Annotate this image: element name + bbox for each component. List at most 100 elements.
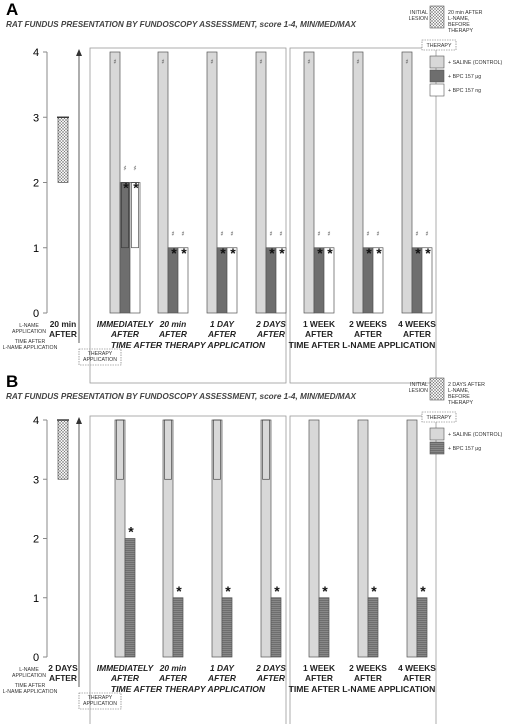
category-label: 1 DAY (210, 319, 235, 329)
significance-hash: ♯ (279, 230, 282, 238)
significance-star: * (176, 583, 182, 599)
category-label: AFTER (207, 329, 236, 339)
significance-hash: ♯ (171, 230, 174, 238)
bar-bpc-ug (270, 597, 282, 658)
legend-swatch-1 (429, 441, 445, 455)
range-box (164, 419, 172, 480)
legend-series-label: + SALINE (CONTROL) (448, 60, 503, 66)
category-label: 4 WEEKS (398, 663, 436, 673)
y-tick-label: 0 (33, 308, 39, 320)
category-label: AFTER (305, 673, 333, 683)
legend-lesion-desc: 2 DAYS AFTER (448, 382, 485, 388)
legend-lesion-swatch (429, 377, 445, 401)
legend-swatch-2 (429, 83, 445, 97)
significance-star: * (366, 245, 372, 261)
category-label: AFTER (158, 673, 187, 683)
bar-bpc-ng (323, 247, 335, 314)
y-tick-label: 1 (33, 243, 39, 255)
category-label: 20 min (159, 319, 187, 329)
significance-star: * (220, 245, 226, 261)
bar-bpc-ug (172, 597, 184, 658)
bar-bpc-ng (177, 247, 189, 314)
range-box (213, 419, 221, 480)
significance-star: * (123, 180, 129, 196)
therapy-arrowhead (76, 417, 82, 424)
category-label: 2 WEEKS (349, 319, 387, 329)
significance-star: * (415, 245, 421, 261)
category-label: AFTER (110, 673, 139, 683)
legend-lesion-label: LESION (409, 388, 429, 394)
legend-lesion-desc: BEFORE (448, 394, 470, 400)
bar-saline (357, 419, 369, 658)
bar-bpc-ug (367, 597, 379, 658)
significance-star: * (128, 524, 134, 540)
legend-therapy-text: THERAPY (426, 43, 451, 49)
significance-star: * (327, 245, 333, 261)
significance-star: * (181, 245, 187, 261)
legend-series-label: + BPC 157 μg (448, 446, 481, 452)
bar-bpc-ug (416, 597, 428, 658)
range-box (262, 419, 270, 480)
bar-bpc-ug (124, 538, 136, 658)
group-title-therapy: TIME AFTER THERAPY APPLICATION (111, 684, 266, 694)
category-label: AFTER (256, 673, 285, 683)
significance-hash: ♯ (366, 230, 369, 238)
significance-hash: ♯ (210, 58, 213, 66)
bar-saline (406, 419, 418, 658)
legend-lesion-desc: L-NAME, (448, 388, 470, 394)
lname-application-label: L-NAME (19, 667, 39, 673)
bar-bpc-ng (421, 247, 433, 314)
therapy-application-text: THERAPY (88, 695, 113, 701)
lname-application-label: APPLICATION (12, 329, 46, 335)
bar-saline (303, 51, 315, 314)
category-label: IMMEDIATELY (97, 663, 155, 673)
significance-hash: ♯ (259, 58, 262, 66)
legend-lesion-swatch (429, 5, 445, 29)
category-label: AFTER (256, 329, 285, 339)
significance-hash: ♯ (161, 58, 164, 66)
y-tick-label: 1 (33, 593, 39, 605)
initial-lesion-category: AFTER (49, 673, 77, 683)
bar-saline (255, 51, 267, 314)
legend-series-label: + BPC 157 ng (448, 88, 481, 94)
initial-lesion-bar (57, 419, 69, 480)
legend-swatch-0 (429, 55, 445, 69)
significance-star: * (279, 245, 285, 261)
bar-saline (401, 51, 413, 314)
significance-star: * (322, 583, 328, 599)
legend-series-label: + SALINE (CONTROL) (448, 432, 503, 438)
significance-star: * (420, 583, 426, 599)
bar-bpc-ng (372, 247, 384, 314)
significance-hash: ♯ (376, 230, 379, 238)
group-frame-lname (289, 415, 437, 724)
significance-hash: ♯ (405, 58, 408, 66)
group-title-lname: TIME AFTER L-NAME APPLICATION (289, 684, 436, 694)
time-after-lname-label: TIME AFTER (15, 683, 46, 689)
significance-hash: ♯ (269, 230, 272, 238)
legend-swatch-0 (429, 427, 445, 441)
therapy-application-text: APPLICATION (83, 701, 117, 707)
initial-lesion-bar (57, 116, 69, 183)
significance-hash: ♯ (317, 230, 320, 238)
legend-lesion-label: INITIAL (410, 382, 428, 388)
group-frame-lname (289, 47, 437, 384)
category-label: AFTER (354, 673, 382, 683)
legend-lesion-desc: THERAPY (448, 400, 473, 406)
legend-therapy-box (421, 411, 457, 423)
range-box (116, 419, 124, 480)
category-label: 2 DAYS (255, 663, 286, 673)
category-label: AFTER (305, 329, 333, 339)
bar-bpc-ug (221, 597, 233, 658)
y-tick-label: 2 (33, 178, 39, 190)
category-label: 2 DAYS (255, 319, 286, 329)
legend-lesion-label: LESION (409, 16, 429, 22)
bar-saline (157, 51, 169, 314)
significance-star: * (225, 583, 231, 599)
lname-application-label: L-NAME (19, 323, 39, 329)
therapy-application-text: APPLICATION (83, 357, 117, 363)
significance-star: * (171, 245, 177, 261)
time-after-lname-label: L-NAME APPLICATION (3, 345, 58, 351)
